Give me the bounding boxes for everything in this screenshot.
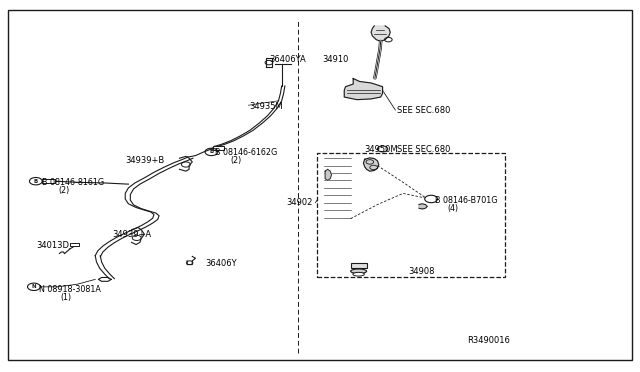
Text: B 08146-8161G: B 08146-8161G (42, 178, 104, 187)
Text: 34939+A: 34939+A (113, 230, 152, 240)
Text: 34935M: 34935M (250, 102, 284, 111)
Text: 36406YA: 36406YA (269, 55, 306, 64)
Text: (2): (2) (230, 156, 242, 165)
Text: 34902: 34902 (286, 198, 312, 207)
Text: 34939+B: 34939+B (125, 155, 164, 164)
Text: (2): (2) (58, 186, 69, 195)
Text: B: B (34, 179, 38, 184)
Bar (70, 243, 79, 246)
Ellipse shape (351, 269, 367, 273)
Polygon shape (323, 154, 352, 219)
Text: B: B (429, 196, 433, 202)
Text: N: N (31, 284, 36, 289)
Text: B: B (209, 150, 214, 154)
Text: N 08918-3081A: N 08918-3081A (39, 285, 101, 294)
Text: SEE SEC.680: SEE SEC.680 (397, 106, 450, 115)
Text: B 08146-B701G: B 08146-B701G (435, 196, 497, 205)
Text: SEE SEC.680: SEE SEC.680 (397, 145, 450, 154)
Bar (42, 179, 55, 183)
Text: 36406Y: 36406Y (205, 259, 237, 267)
Bar (212, 146, 224, 150)
Text: 34910: 34910 (323, 55, 349, 64)
Text: (4): (4) (448, 205, 459, 214)
Polygon shape (364, 158, 379, 171)
Polygon shape (419, 204, 428, 209)
Polygon shape (344, 78, 383, 100)
Ellipse shape (353, 272, 364, 276)
Bar (351, 263, 367, 268)
Polygon shape (371, 26, 390, 41)
Text: B 08146-6162G: B 08146-6162G (214, 148, 277, 157)
Bar (317, 153, 505, 277)
Text: (1): (1) (60, 293, 71, 302)
Text: 34013D: 34013D (36, 241, 69, 250)
Text: 34950M: 34950M (365, 145, 398, 154)
Polygon shape (325, 169, 332, 180)
Text: R3490016: R3490016 (467, 336, 509, 346)
Text: 34908: 34908 (408, 267, 435, 276)
